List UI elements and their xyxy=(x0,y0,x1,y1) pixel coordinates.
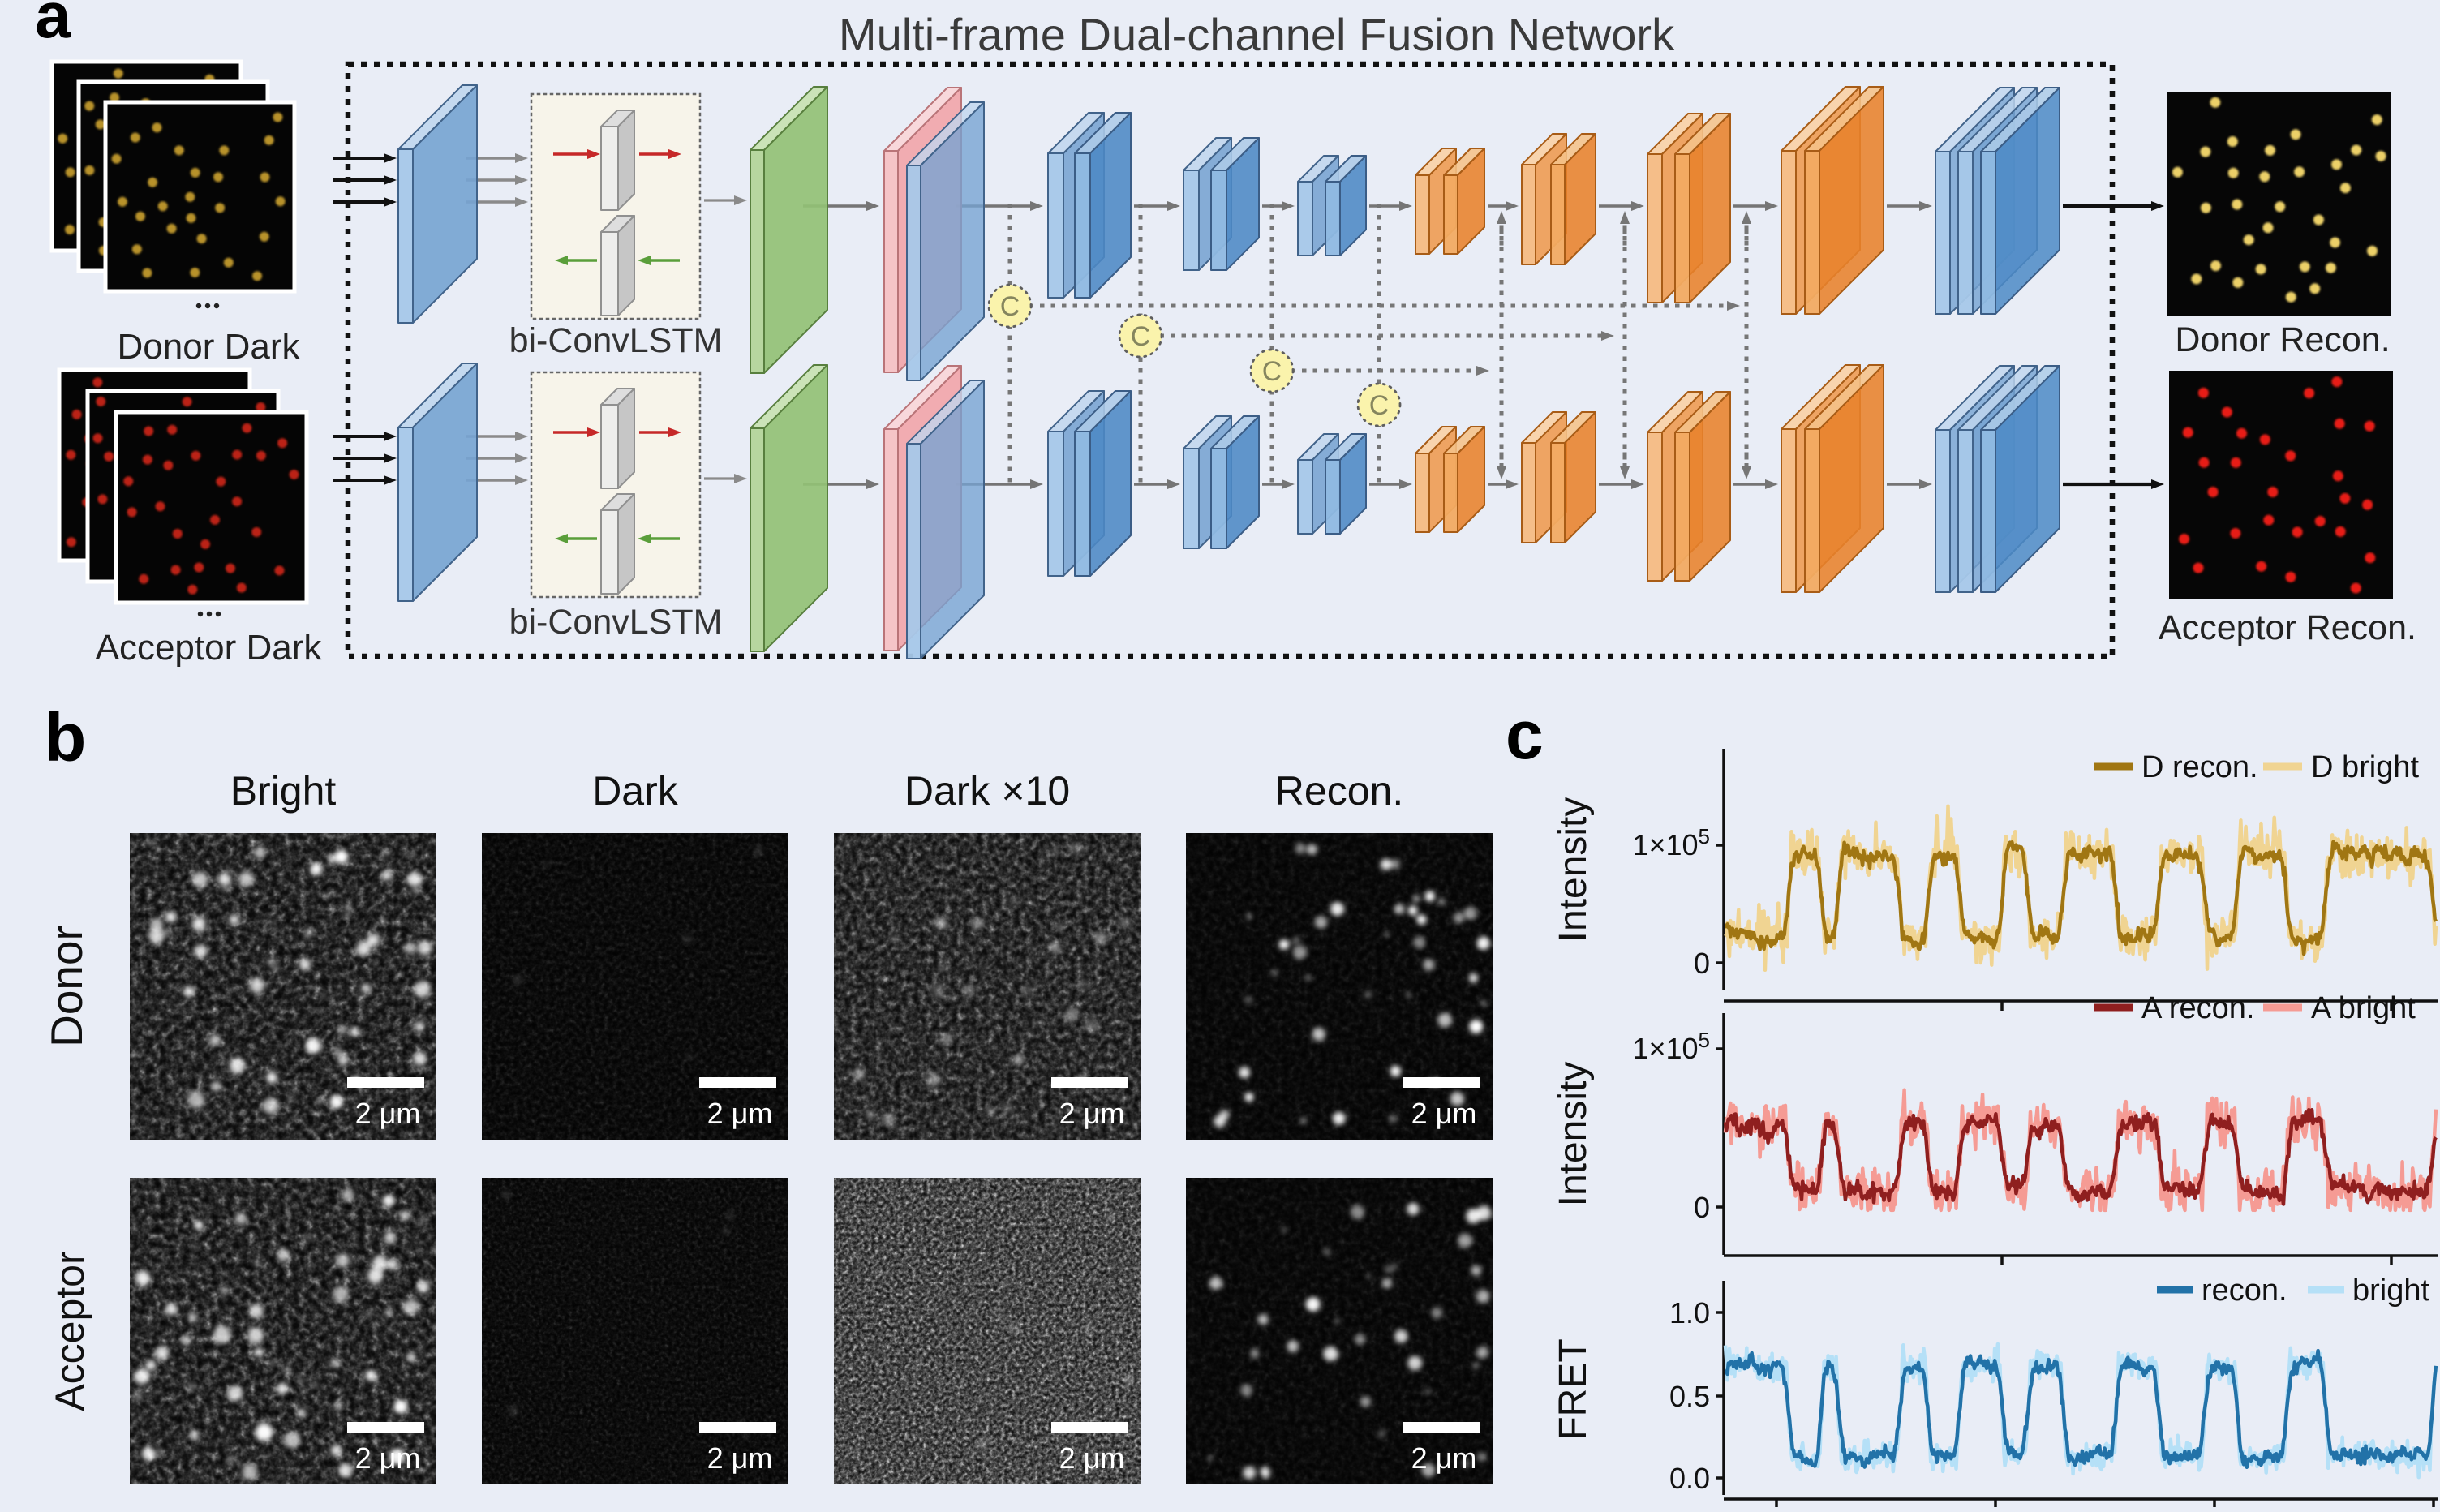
svg-text:a: a xyxy=(35,0,71,51)
svg-text:Acceptor Dark: Acceptor Dark xyxy=(96,628,323,668)
svg-text:c: c xyxy=(1506,697,1544,773)
svg-text:C: C xyxy=(1369,390,1390,421)
svg-text:Intensity: Intensity xyxy=(1552,797,1595,943)
svg-text:Acceptor: Acceptor xyxy=(47,1251,92,1411)
svg-text:FRET: FRET xyxy=(1552,1338,1595,1440)
svg-text:1×105: 1×105 xyxy=(1632,824,1710,861)
svg-text:Acceptor Recon.: Acceptor Recon. xyxy=(2159,608,2416,647)
svg-text:C: C xyxy=(1000,291,1020,322)
svg-text:1×105: 1×105 xyxy=(1632,1028,1710,1065)
svg-text:Donor: Donor xyxy=(41,926,92,1047)
svg-text:0: 0 xyxy=(1694,947,1710,980)
svg-text:Dark: Dark xyxy=(592,768,679,814)
svg-text:D bright: D bright xyxy=(2311,750,2419,784)
svg-text:2 μm: 2 μm xyxy=(707,1097,773,1130)
svg-text:A bright: A bright xyxy=(2311,991,2416,1025)
svg-text:2 μm: 2 μm xyxy=(355,1441,421,1475)
svg-text:C: C xyxy=(1262,356,1282,387)
svg-text:1.0: 1.0 xyxy=(1669,1296,1710,1329)
svg-text:2 μm: 2 μm xyxy=(1411,1097,1477,1130)
svg-text:A recon.: A recon. xyxy=(2141,991,2254,1025)
svg-text:Donor Recon.: Donor Recon. xyxy=(2175,320,2390,359)
svg-text:Recon.: Recon. xyxy=(1275,768,1403,814)
svg-text:bi-ConvLSTM: bi-ConvLSTM xyxy=(509,321,723,360)
svg-text:bright: bright xyxy=(2352,1274,2429,1308)
svg-text:Donor Dark: Donor Dark xyxy=(118,327,301,367)
svg-text:0.5: 0.5 xyxy=(1669,1380,1710,1413)
svg-text:Dark ×10: Dark ×10 xyxy=(904,768,1070,814)
svg-text:C: C xyxy=(1131,321,1151,352)
svg-text:2 μm: 2 μm xyxy=(1059,1097,1125,1130)
svg-text:Intensity: Intensity xyxy=(1552,1062,1595,1207)
svg-text:2 μm: 2 μm xyxy=(707,1441,773,1475)
svg-text:2 μm: 2 μm xyxy=(1411,1441,1477,1475)
svg-text:2 μm: 2 μm xyxy=(355,1097,421,1130)
svg-text:2 μm: 2 μm xyxy=(1059,1441,1125,1475)
svg-text:D recon.: D recon. xyxy=(2141,750,2258,784)
svg-text:b: b xyxy=(45,699,86,775)
svg-text:recon.: recon. xyxy=(2202,1274,2288,1308)
svg-text:0: 0 xyxy=(1694,1191,1710,1224)
svg-text:Bright: Bright xyxy=(230,768,337,814)
svg-text:0.0: 0.0 xyxy=(1669,1462,1710,1495)
svg-text:Multi-frame Dual-channel Fusio: Multi-frame Dual-channel Fusion Network xyxy=(839,9,1675,60)
svg-text:bi-ConvLSTM: bi-ConvLSTM xyxy=(509,603,723,642)
